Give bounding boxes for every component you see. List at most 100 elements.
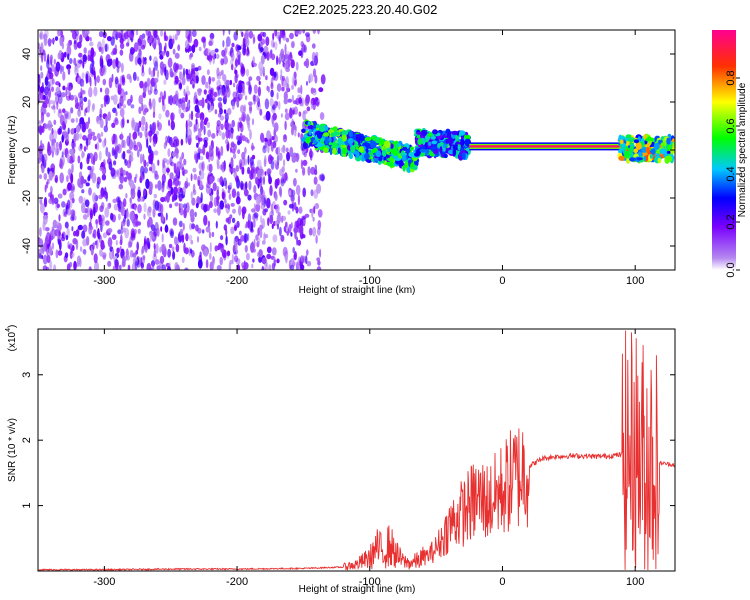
spectrogram-noise-cell bbox=[272, 141, 277, 149]
spectrogram-noise-cell bbox=[253, 37, 256, 43]
spectrogram-y-tick-label: 0 bbox=[21, 147, 33, 153]
spectrogram-x-label: Height of straight line (km) bbox=[299, 285, 416, 296]
spectrogram-noise-cell bbox=[116, 65, 120, 73]
spectrogram-noise-cell bbox=[199, 180, 203, 188]
spectrogram-signal-cell bbox=[308, 128, 312, 136]
spectrogram-noise-cell bbox=[298, 97, 303, 104]
spectrogram-noise-cell bbox=[163, 30, 167, 42]
spectrogram-noise-cell bbox=[119, 239, 123, 246]
spectrogram-noise-cell bbox=[170, 112, 175, 121]
spectrogram-noise-cell bbox=[237, 149, 241, 155]
spectrogram-noise-cell bbox=[182, 106, 187, 113]
spectrogram-noise-cell bbox=[206, 121, 211, 129]
spectrogram-noise-cell bbox=[293, 177, 297, 187]
spectrogram-noise-cell bbox=[106, 58, 112, 67]
spectrogram-noise-cell bbox=[153, 150, 159, 156]
spectrogram-noise-cell bbox=[92, 135, 97, 141]
spectrogram-noise-cell bbox=[283, 98, 288, 105]
spectrogram-noise-cell bbox=[229, 214, 233, 219]
spectrogram-y-ticks: -40 -20 0 20 40 bbox=[21, 48, 675, 254]
spectrogram-noise-cell bbox=[137, 149, 140, 158]
spectrogram-noise-cell bbox=[310, 189, 314, 197]
spectrogram-noise-cell bbox=[302, 30, 306, 34]
spectrogram-signal-cell bbox=[363, 152, 370, 160]
spectrogram-noise-cell bbox=[39, 252, 42, 260]
spectrogram-noise-cell bbox=[138, 34, 143, 44]
snr-multiplier-base: (x10 bbox=[7, 331, 18, 351]
spectrogram-noise-cell bbox=[139, 153, 143, 165]
spectrogram-noise-cell bbox=[169, 172, 174, 180]
spectrogram-noise-cell bbox=[256, 75, 261, 82]
spectrogram-noise-cell bbox=[51, 78, 55, 85]
spectrogram-noise-cell bbox=[285, 67, 290, 73]
spectrogram-noise-cell bbox=[173, 177, 175, 186]
spectrogram-noise-cell bbox=[221, 49, 226, 57]
spectrogram-noise-cell bbox=[39, 31, 44, 40]
spectrogram-noise-cell bbox=[59, 159, 64, 170]
spectrogram-noise-cell bbox=[207, 129, 212, 138]
spectrogram-noise-cell bbox=[142, 104, 148, 115]
spectrogram-noise-cell bbox=[149, 55, 152, 61]
spectrogram-noise-cell bbox=[195, 156, 198, 164]
spectrogram-noise-cell bbox=[257, 86, 261, 97]
spectrogram-noise-cell bbox=[137, 189, 142, 199]
spectrogram-noise-cell bbox=[265, 110, 271, 121]
spectrogram-noise-cell bbox=[143, 235, 147, 245]
spectrogram-signal-cell bbox=[383, 140, 391, 149]
spectrogram-noise-cell bbox=[245, 252, 250, 261]
spectrogram-noise-cell bbox=[196, 142, 199, 148]
spectrogram-signal-cell bbox=[369, 140, 377, 149]
spectrogram-noise-cell bbox=[253, 203, 256, 214]
spectrogram-noise-cell bbox=[168, 243, 173, 249]
spectrogram-noise-cell bbox=[115, 110, 118, 117]
spectrogram-noise-cell bbox=[69, 148, 74, 155]
spectrogram-noise-cell bbox=[231, 217, 236, 223]
spectrogram-noise-cell bbox=[39, 227, 42, 237]
spectrogram-noise-cell bbox=[50, 100, 54, 105]
spectrogram-noise-cell bbox=[285, 253, 288, 264]
spectrogram-noise-cell bbox=[105, 94, 110, 105]
spectrogram-noise-cell bbox=[248, 79, 251, 90]
spectrogram-noise-cell bbox=[145, 178, 150, 189]
spectrogram-noise-cell bbox=[87, 49, 91, 60]
spectrogram-noise-cell bbox=[88, 187, 92, 196]
spectrogram-signal-cell bbox=[623, 150, 631, 159]
spectrogram-x-tick-label: 0 bbox=[499, 275, 505, 287]
spectrogram-noise-cell bbox=[263, 176, 265, 185]
spectrogram-noise-cell bbox=[190, 110, 194, 121]
spectrogram-noise-cell bbox=[177, 191, 181, 198]
spectrogram-noise-cell bbox=[220, 235, 224, 241]
spectrogram-noise-cell bbox=[56, 30, 60, 37]
spectrogram-noise-cell bbox=[219, 243, 224, 248]
spectrogram-noise-cell bbox=[96, 133, 101, 140]
spectrogram-noise-cell bbox=[73, 40, 76, 45]
spectrogram-noise-cell bbox=[43, 36, 48, 47]
spectrogram-noise-cell bbox=[88, 174, 91, 181]
spectrogram-noise-cell bbox=[270, 160, 275, 170]
spectrogram-noise-cell bbox=[57, 52, 61, 60]
spectrogram-noise-cell bbox=[284, 221, 288, 228]
spectrogram-y-tick-label: -40 bbox=[21, 238, 33, 254]
spectrogram-noise-cell bbox=[224, 122, 229, 129]
spectrogram-noise-cell bbox=[62, 71, 66, 81]
spectrogram-noise-cell bbox=[192, 73, 196, 80]
spectrogram-noise-cell bbox=[102, 232, 107, 239]
spectrogram-noise-cell bbox=[98, 150, 102, 161]
spectrogram-noise-cell bbox=[205, 98, 208, 103]
spectrogram-noise-cell bbox=[313, 205, 316, 214]
spectrogram-noise-cell bbox=[297, 239, 302, 246]
spectrogram-noise-cell bbox=[61, 134, 64, 143]
spectrogram-noise-cell bbox=[263, 45, 269, 53]
spectrogram-noise-cell bbox=[79, 246, 83, 252]
spectrogram-noise-cell bbox=[231, 167, 236, 173]
spectrogram-noise-cell bbox=[224, 112, 229, 122]
spectrogram-noise-cell bbox=[317, 209, 323, 218]
spectrogram-noise-cell bbox=[274, 193, 278, 201]
spectrogram-noise-cell bbox=[243, 233, 247, 244]
spectrogram-noise-cell bbox=[288, 107, 293, 119]
spectrogram-noise-cell bbox=[291, 94, 295, 103]
spectrogram-signal-cell bbox=[348, 153, 354, 160]
spectrogram-noise-cell bbox=[225, 138, 229, 145]
spectrogram-noise-cell bbox=[264, 234, 269, 239]
spectrogram-noise-cell bbox=[110, 167, 116, 177]
